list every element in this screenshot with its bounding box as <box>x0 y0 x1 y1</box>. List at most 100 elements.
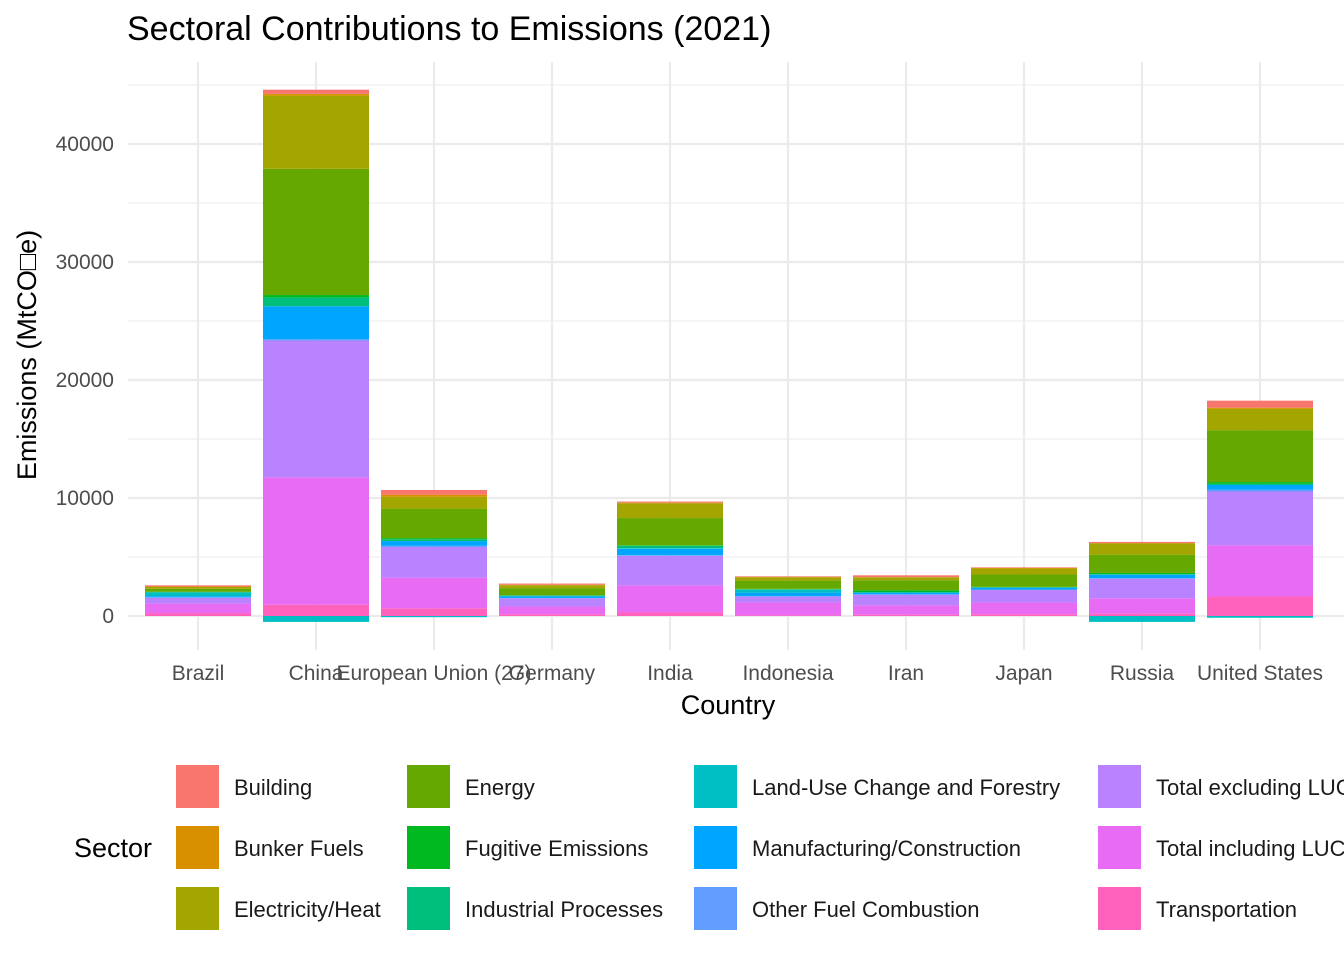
bar-china-industrial-processes <box>263 297 369 307</box>
bar-iran-manufacturing-construction <box>853 592 959 595</box>
bar-japan-other-fuel-combustion <box>971 589 1077 591</box>
bar-united-states-bunker-fuels <box>1207 407 1313 409</box>
legend-swatch <box>694 887 737 930</box>
bar-japan-total-excluding-lucf <box>971 590 1077 603</box>
bar-european-union-27-electricity-heat <box>381 496 487 509</box>
bar-iran-building <box>853 575 959 578</box>
chart-title: Sectoral Contributions to Emissions (202… <box>127 10 771 48</box>
bar-european-union-27-industrial-processes <box>381 539 487 542</box>
legend: Sector Building Bunker Fuels Electricity/H… <box>74 765 1344 930</box>
legend-label: Total excluding LUCF <box>1156 775 1344 800</box>
legend-item-bunker-fuels: Bunker Fuels <box>176 826 364 869</box>
bar-brazil-industrial-processes <box>145 592 251 593</box>
bar-china-building <box>263 89 369 94</box>
bar-brazil-manufacturing-construction <box>145 596 251 598</box>
bar-european-union-27-building <box>381 489 487 495</box>
bar-india-industrial-processes <box>617 545 723 549</box>
legend-swatch <box>1098 765 1141 808</box>
y-tick-label: 20000 <box>56 369 114 392</box>
bar-china-other-fuel-combustion <box>263 339 369 341</box>
legend-item-electricity-heat: Electricity/Heat <box>176 887 381 930</box>
x-tick-label: European Union (27) <box>337 662 532 685</box>
legend-item-industrial-processes: Industrial Processes <box>407 887 663 930</box>
bar-iran-total-including-lucf <box>853 605 959 615</box>
bar-china-bunker-fuels <box>263 93 369 96</box>
y-tick-label: 10000 <box>56 487 114 510</box>
legend-label: Bunker Fuels <box>234 836 364 861</box>
legend-label: Total including LUCF <box>1156 836 1344 861</box>
bar-china-manufacturing-construction <box>263 306 369 340</box>
bar-european-union-27-transportation <box>381 608 487 616</box>
bar-indonesia-building <box>735 576 841 577</box>
bar-japan-industrial-processes <box>971 587 1077 588</box>
bar-india-fugitive-emissions <box>617 545 723 546</box>
bar-european-union-27-total-including-lucf <box>381 577 487 609</box>
bar-china-energy <box>263 168 369 296</box>
bar-russia-transportation <box>1089 613 1195 616</box>
bar-brazil-land-use-change-and-forestry <box>145 592 251 597</box>
bar-germany-total-excluding-lucf <box>499 598 605 607</box>
legend-item-transportation: Transportation <box>1098 887 1297 930</box>
y-axis-ticks: 0 10000 20000 30000 40000 <box>56 133 114 628</box>
bar-united-states-manufacturing-construction <box>1207 485 1313 490</box>
legend-swatch <box>1098 826 1141 869</box>
bar-india-bunker-fuels <box>617 502 723 504</box>
legend-label: Land-Use Change and Forestry <box>752 775 1060 800</box>
bar-germany-total-including-lucf <box>499 606 605 615</box>
legend-item-fugitive-emissions: Fugitive Emissions <box>407 826 648 869</box>
bar-indonesia-total-including-lucf <box>735 602 841 616</box>
bar-united-states-building <box>1207 400 1313 408</box>
bar-russia-total-excluding-lucf <box>1089 578 1195 599</box>
bar-united-states-energy <box>1207 430 1313 483</box>
bar-india-building <box>617 501 723 503</box>
bar-european-union-27-land-use-change-and-forestry <box>381 616 487 618</box>
bar-india-energy <box>617 518 723 546</box>
x-tick-label: Japan <box>995 662 1052 685</box>
bar-indonesia-energy <box>735 580 841 589</box>
bar-united-states-total-excluding-lucf <box>1207 491 1313 546</box>
legend-item-manufacturing-construction: Manufacturing/Construction <box>694 826 1021 869</box>
x-axis-title: Country <box>681 690 776 720</box>
bar-russia-electricity-heat <box>1089 543 1195 555</box>
bar-russia-other-fuel-combustion <box>1089 578 1195 579</box>
x-tick-label: Brazil <box>172 662 225 685</box>
bars <box>145 89 1313 622</box>
legend-item-energy: Energy <box>407 765 535 808</box>
legend-item-land-use-change-and-forestry: Land-Use Change and Forestry <box>694 765 1060 808</box>
bar-united-states-land-use-change-and-forestry <box>1207 616 1313 618</box>
legend-swatch <box>694 826 737 869</box>
bar-germany-manufacturing-construction <box>499 596 605 598</box>
bar-united-states-other-fuel-combustion <box>1207 489 1313 492</box>
legend-label: Industrial Processes <box>465 897 663 922</box>
legend-swatch <box>176 887 219 930</box>
bar-india-land-use-change-and-forestry <box>617 548 723 549</box>
bar-iran-electricity-heat <box>853 577 959 581</box>
bar-germany-energy <box>499 588 605 596</box>
legend-swatch <box>407 826 450 869</box>
bar-european-union-27-total-excluding-lucf <box>381 546 487 578</box>
x-tick-label: United States <box>1197 662 1323 685</box>
bar-brazil-electricity-heat <box>145 586 251 589</box>
bar-united-states-industrial-processes <box>1207 483 1313 486</box>
bar-indonesia-transportation <box>735 615 841 616</box>
bar-japan-electricity-heat <box>971 568 1077 575</box>
y-axis-title: Emissions (MtCO□e) <box>12 230 42 480</box>
bar-japan-building <box>971 567 1077 568</box>
bar-japan-total-including-lucf <box>971 602 1077 615</box>
bar-indonesia-manufacturing-construction <box>735 592 841 597</box>
bar-china-fugitive-emissions <box>263 295 369 298</box>
bar-united-states-total-including-lucf <box>1207 545 1313 597</box>
bar-iran-industrial-processes <box>853 592 959 593</box>
bar-united-states-fugitive-emissions <box>1207 482 1313 484</box>
legend-swatch <box>407 765 450 808</box>
x-tick-label: Iran <box>888 662 924 685</box>
x-tick-label: Germany <box>509 662 596 685</box>
x-tick-label: India <box>647 662 693 685</box>
bar-japan-transportation <box>971 614 1077 616</box>
bar-russia-manufacturing-construction <box>1089 574 1195 579</box>
bar-japan-energy <box>971 574 1077 587</box>
bar-russia-total-including-lucf <box>1089 598 1195 614</box>
bar-european-union-27-other-fuel-combustion <box>381 545 487 547</box>
bar-iran-fugitive-emissions <box>853 590 959 593</box>
